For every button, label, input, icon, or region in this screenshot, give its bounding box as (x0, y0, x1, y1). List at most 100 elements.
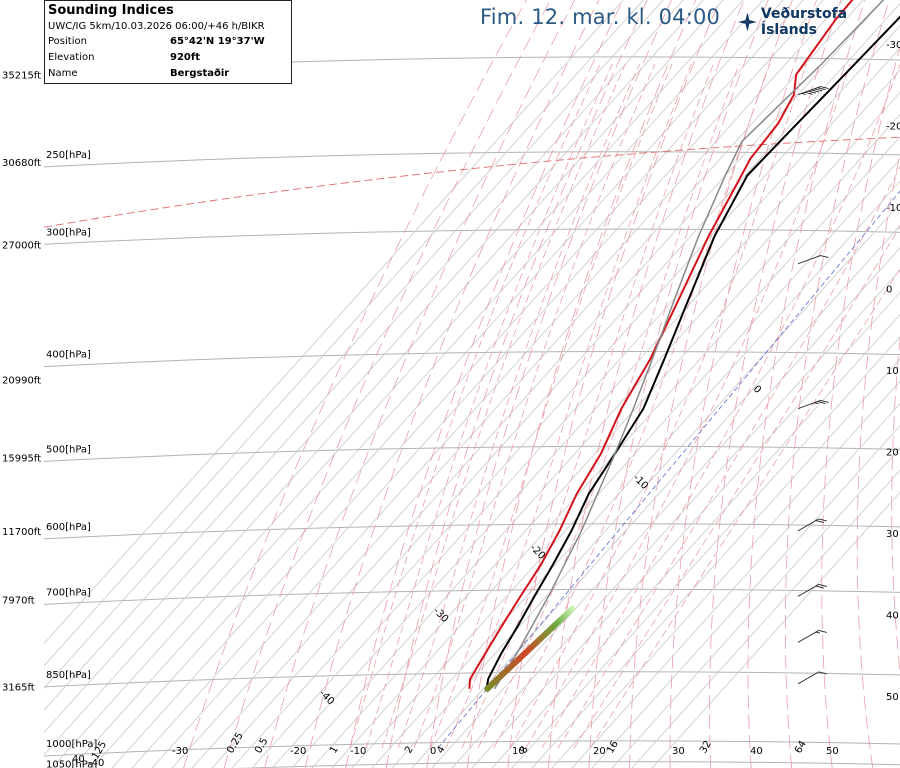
height-label: 7970ft (2, 595, 35, 606)
page-title: Fim. 12. mar. kl. 04:00 (480, 5, 721, 29)
isotherm-line (271, 69, 900, 768)
moist-adiabat-line (573, 225, 900, 749)
isotherm-line (311, 114, 900, 768)
moist-adiabat-line (541, 63, 900, 749)
bottom-label: 50 (826, 746, 839, 757)
isobar-line (44, 671, 900, 688)
isotherm-line (631, 469, 900, 768)
isotherm-label: -40 (317, 688, 336, 707)
info-value: Bergstaðir (170, 68, 230, 79)
isotherm-line (651, 491, 900, 768)
isotherm-label: 0 (751, 384, 763, 396)
barb-staff (797, 584, 820, 597)
height-label: 3165ft (2, 682, 35, 693)
barb-half-flag (815, 631, 820, 634)
bottom-label: 40 (750, 746, 763, 757)
dry-adiabat-line (304, 0, 600, 768)
moist-adiabat-line (445, 63, 692, 749)
isobar-line (44, 350, 900, 368)
dry-adiabat-line (183, 0, 527, 768)
bottom-label: 10 (512, 746, 525, 757)
barb-staff (797, 630, 820, 643)
dewpoint-line (485, 15, 900, 689)
logo-text: Veðurstofa Íslands (760, 6, 848, 38)
moist-adiabat-line (557, 166, 900, 749)
isobar-line (44, 445, 900, 462)
isobar-line (44, 228, 900, 245)
isotherm-line (131, 0, 824, 768)
pressure-label: 300[hPa] (46, 227, 91, 238)
pressure-label: 1050[hPa] (46, 760, 97, 768)
moist-adiabat-line (349, 63, 601, 749)
barb-flag (818, 518, 827, 522)
bottom-label: -30 (172, 746, 188, 757)
bottom-label: 0.25 (225, 731, 246, 756)
isotherm-line (591, 425, 900, 768)
dry-adiabat-line (385, 0, 648, 768)
info-row-position: Position 65°42'N 19°37'W (48, 34, 288, 50)
wind-barb (797, 86, 829, 96)
moist-adiabat-line (477, 63, 740, 749)
barb-staff (797, 671, 820, 685)
barb-flag (804, 91, 813, 95)
barb-half-flag (814, 402, 819, 405)
isobar-line (44, 151, 900, 168)
bottom-label: 20 (593, 746, 606, 757)
bottom-label: 0 (430, 746, 436, 757)
isotherm-line (231, 25, 900, 768)
dry-adiabat-line (821, 45, 900, 768)
wind-barb (797, 671, 827, 685)
right-temp-label: 0 (886, 285, 892, 296)
height-label: 11700ft (2, 527, 41, 538)
right-temp-label: 10 (886, 366, 899, 377)
isotherm-line (191, 0, 884, 768)
isotherm-line (611, 447, 900, 768)
pressure-label: 600[hPa] (46, 522, 91, 533)
isotherm-line (571, 402, 900, 768)
model-run-text: UWC/IG 5km/10.03.2026 06:00/+46 h/BIKR (48, 21, 265, 32)
bottom-label: 2 (403, 744, 416, 755)
sounding-info-box: Sounding Indices UWC/IG 5km/10.03.2026 0… (44, 0, 292, 84)
isotherm-line (471, 291, 900, 768)
barb-flag (817, 87, 826, 91)
moist-adiabat-lines (44, 63, 900, 749)
tropopause-line (44, 136, 900, 228)
dry-adiabat-line (264, 0, 576, 768)
profile-lines (468, 0, 900, 690)
mixing-ratio-lines (437, 190, 900, 749)
info-value: 65°42'N 19°37'W (170, 36, 265, 47)
wind-barb (797, 583, 827, 597)
barb-flag (815, 520, 824, 524)
barb-staff (797, 518, 820, 532)
info-box-title: Sounding Indices (48, 3, 174, 18)
isotherm-line (511, 336, 900, 768)
right-temp-label: 30 (886, 529, 899, 540)
isotherm-label: -10 (631, 473, 650, 492)
isotherm-line (91, 0, 784, 768)
isotherm-line (551, 380, 900, 768)
logo-icon (738, 12, 757, 32)
barb-staff (797, 255, 821, 265)
isobar-line (235, 761, 900, 768)
info-row-name: Name Bergstaðir (48, 66, 288, 82)
isotherm-line (531, 358, 900, 768)
dry-adiabat-line (507, 0, 721, 768)
bottom-label: -20 (290, 746, 306, 757)
isotherm-line (151, 0, 844, 768)
isotherm-label: -30 (431, 606, 450, 625)
info-key: Name (48, 68, 78, 79)
dry-adiabat-lines (183, 0, 900, 768)
pressure-label: 1000[hPa] (46, 739, 97, 750)
dry-adiabat-line (588, 0, 769, 768)
moist-adiabat-line (525, 63, 851, 749)
height-label: 27000ft (2, 241, 41, 252)
barb-flag (820, 86, 829, 89)
wind-barb (797, 518, 827, 532)
barb-flag (820, 399, 829, 403)
height-label: 35215ft (2, 70, 41, 81)
wind-barb (797, 399, 829, 410)
